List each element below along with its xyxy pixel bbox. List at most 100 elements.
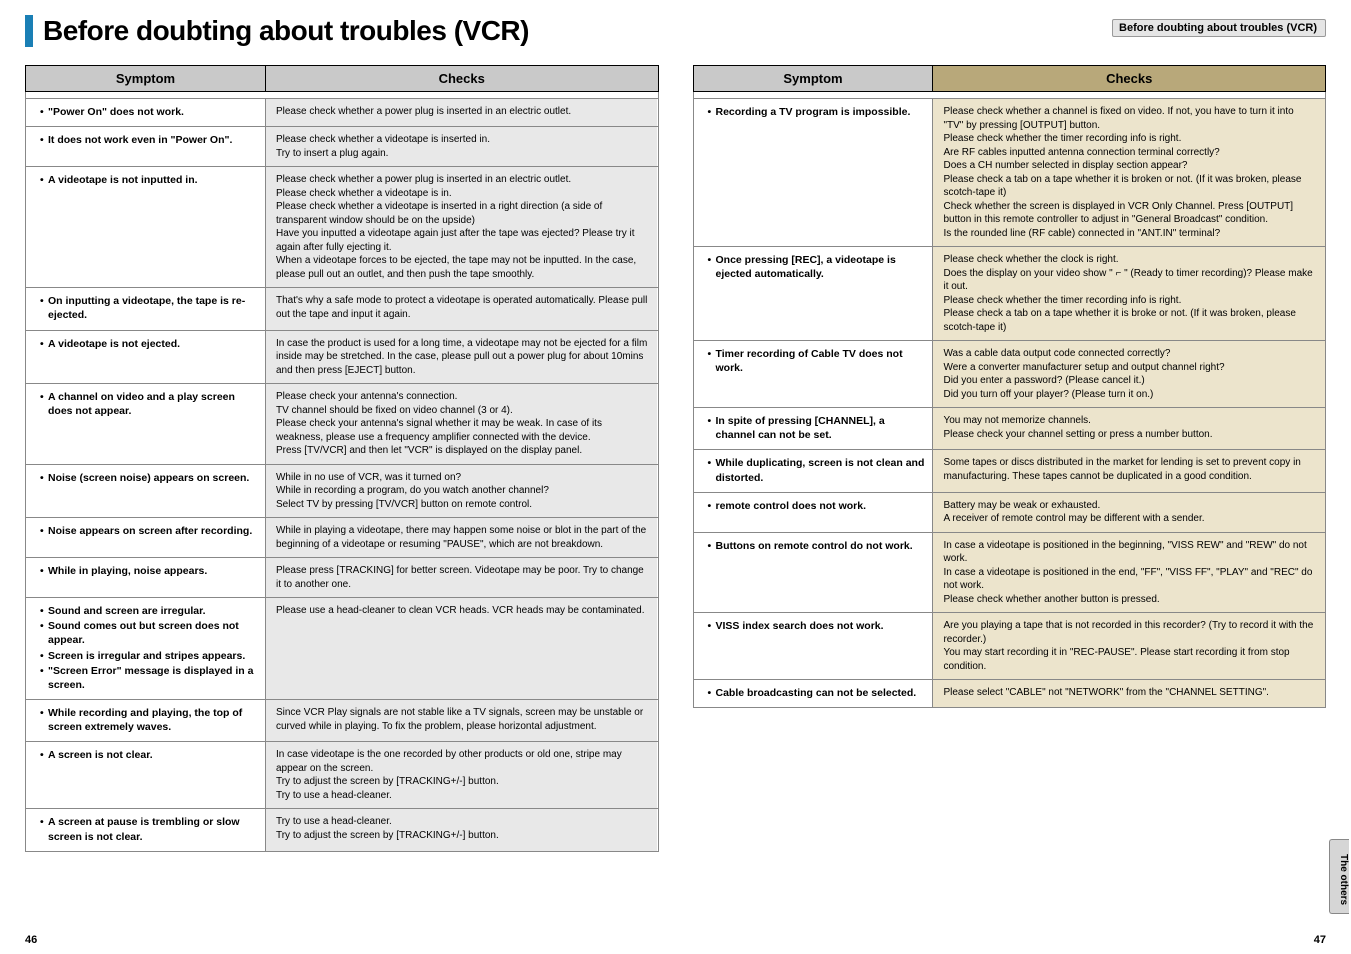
symptom-item: While duplicating, screen is not clean a… [708,456,925,484]
symptom-item: Sound comes out but screen does not appe… [40,619,257,647]
checks-cell: While in no use of VCR, was it turned on… [266,465,658,518]
header-tab: Before doubting about troubles (VCR) [1112,19,1326,37]
symptom-item: Cable broadcasting can not be selected. [708,686,925,700]
symptom-item: Recording a TV program is impossible. [708,105,925,119]
symptom-cell: A videotape is not inputted in. [26,167,266,287]
symptom-item: A videotape is not inputted in. [40,173,257,187]
symptom-cell: While recording and playing, the top of … [26,700,266,741]
symptom-item: Timer recording of Cable TV does not wor… [708,347,925,375]
checks-cell: Try to use a head-cleaner.Try to adjust … [266,809,658,850]
table-row: While duplicating, screen is not clean a… [693,450,1327,492]
symptom-item: A channel on video and a play screen doe… [40,390,257,418]
table-row: Timer recording of Cable TV does not wor… [693,341,1327,408]
table-row: "Power On" does not work. Please check wh… [25,98,659,127]
left-table-body: "Power On" does not work. Please check wh… [25,98,659,852]
symptom-item: Noise appears on screen after recording. [40,524,257,538]
page-number-right: 47 [1314,934,1326,946]
checks-cell: Please check whether a channel is fixed … [933,99,1325,246]
table-row: VISS index search does not work. Are you … [693,613,1327,680]
symptom-cell: A channel on video and a play screen doe… [26,384,266,464]
symptom-cell: Noise appears on screen after recording. [26,518,266,557]
symptom-item: "Power On" does not work. [40,105,257,119]
table-row: While in playing, noise appears.Please p… [25,558,659,598]
page-title: Before doubting about troubles (VCR) [25,15,529,47]
symptom-cell: "Power On" does not work. [26,99,266,126]
table-row: Noise (screen noise) appears on screen. W… [25,465,659,519]
table-row: In spite of pressing [CHANNEL], a channe… [693,408,1327,450]
checks-cell: Since VCR Play signals are not stable li… [266,700,658,741]
page-header: Before doubting about troubles (VCR) Bef… [25,15,1326,47]
symptom-cell: Cable broadcasting can not be selected. [694,680,934,707]
symptom-cell: A screen is not clear. [26,742,266,808]
symptom-item: remote control does not work. [708,499,925,513]
side-tab: The others [1329,839,1349,914]
symptom-item: In spite of pressing [CHANNEL], a channe… [708,414,925,442]
symptom-item: VISS index search does not work. [708,619,925,633]
header-checks: Checks [933,66,1325,91]
page-number-left: 46 [25,934,37,946]
symptom-cell: Noise (screen noise) appears on screen. [26,465,266,518]
checks-cell: Some tapes or discs distributed in the m… [933,450,1325,491]
symptom-cell: remote control does not work. [694,493,934,532]
symptom-cell: In spite of pressing [CHANNEL], a channe… [694,408,934,449]
table-row: Once pressing [REC], a videotape is ejec… [693,247,1327,341]
symptom-cell: It does not work even in "Power On". [26,127,266,166]
symptom-cell: While in playing, noise appears. [26,558,266,597]
checks-cell: Please check whether a power plug is ins… [266,167,658,287]
table-row: While recording and playing, the top of … [25,700,659,742]
symptom-cell: Timer recording of Cable TV does not wor… [694,341,934,407]
checks-cell: Please check whether a videotape is inse… [266,127,658,166]
symptom-cell: A videotape is not ejected. [26,331,266,384]
table-row: Sound and screen are irregular.Sound com… [25,598,659,700]
table-row: remote control does not work. Battery may… [693,493,1327,533]
checks-cell: In case the product is used for a long t… [266,331,658,384]
symptom-item: "Screen Error" message is displayed in a… [40,664,257,692]
table-row: On inputting a videotape, the tape is re… [25,288,659,330]
checks-cell: Please select "CABLE" not "NETWORK" from… [933,680,1325,707]
symptom-item: Sound and screen are irregular. [40,604,257,618]
checks-cell: You may not memorize channels.Please che… [933,408,1325,449]
table-row: A screen is not clear. In case videotape … [25,742,659,809]
symptom-item: Screen is irregular and stripes appears. [40,649,257,663]
checks-cell: Are you playing a tape that is not recor… [933,613,1325,679]
symptom-item: A videotape is not ejected. [40,337,257,351]
checks-cell: Please check your antenna's connection.T… [266,384,658,464]
table-header-left: Symptom Checks [25,65,659,92]
symptom-item: Noise (screen noise) appears on screen. [40,471,257,485]
left-column: Symptom Checks "Power On" does not work.… [25,65,659,852]
checks-cell: In case a videotape is positioned in the… [933,533,1325,613]
header-checks: Checks [266,66,658,91]
content-columns: Symptom Checks "Power On" does not work.… [25,65,1326,852]
table-row: A screen at pause is trembling or slow s… [25,809,659,851]
checks-cell: Please press [TRACKING] for better scree… [266,558,658,597]
table-row: Noise appears on screen after recording.… [25,518,659,558]
checks-cell: In case videotape is the one recorded by… [266,742,658,808]
right-column: Symptom Checks Recording a TV program is… [693,65,1327,852]
symptom-cell: Buttons on remote control do not work. [694,533,934,613]
checks-cell: Battery may be weak or exhausted.A recei… [933,493,1325,532]
right-table-body: Recording a TV program is impossible. Ple… [693,98,1327,708]
table-row: Recording a TV program is impossible. Ple… [693,98,1327,247]
symptom-cell: VISS index search does not work. [694,613,934,679]
symptom-item: Buttons on remote control do not work. [708,539,925,553]
table-row: It does not work even in "Power On". Plea… [25,127,659,167]
table-row: A channel on video and a play screen doe… [25,384,659,465]
header-symptom: Symptom [694,66,934,91]
table-row: A videotape is not inputted in. Please ch… [25,167,659,288]
header-symptom: Symptom [26,66,266,91]
symptom-item: While recording and playing, the top of … [40,706,257,734]
symptom-item: A screen at pause is trembling or slow s… [40,815,257,843]
checks-cell: Was a cable data output code connected c… [933,341,1325,407]
checks-cell: That's why a safe mode to protect a vide… [266,288,658,329]
checks-cell: While in playing a videotape, there may … [266,518,658,557]
symptom-item: It does not work even in "Power On". [40,133,257,147]
symptom-cell: Sound and screen are irregular.Sound com… [26,598,266,699]
symptom-cell: Once pressing [REC], a videotape is ejec… [694,247,934,340]
checks-cell: Please check whether a power plug is ins… [266,99,658,126]
symptom-cell: Recording a TV program is impossible. [694,99,934,246]
table-header-right: Symptom Checks [693,65,1327,92]
table-row: Buttons on remote control do not work. In… [693,533,1327,614]
checks-cell: Please check whether the clock is right.… [933,247,1325,340]
symptom-item: A screen is not clear. [40,748,257,762]
symptom-item: On inputting a videotape, the tape is re… [40,294,257,322]
